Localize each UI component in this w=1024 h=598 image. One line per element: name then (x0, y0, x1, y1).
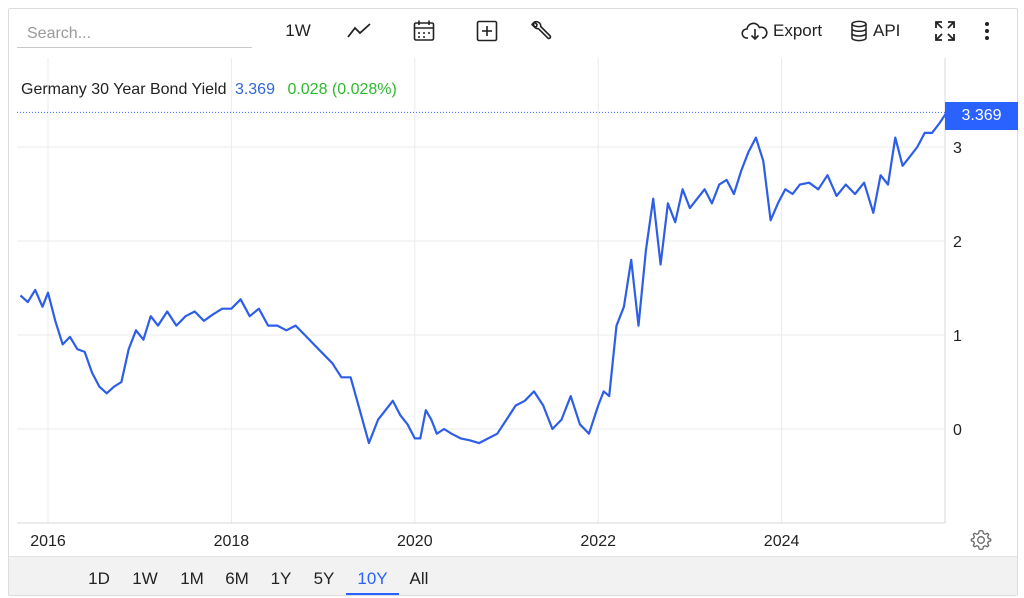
range-button-all[interactable]: All (409, 569, 429, 588)
range-button-1d[interactable]: 1D (88, 569, 110, 588)
range-button-1w[interactable]: 1W (132, 569, 158, 588)
interval-label: 1W (285, 21, 311, 40)
cloud-download-icon (741, 22, 768, 41)
settings-tools-button[interactable] (526, 16, 556, 46)
more-vertical-icon (985, 22, 989, 40)
y-tick-label: 0 (953, 422, 962, 439)
more-options-button[interactable] (976, 16, 998, 46)
compare-button[interactable] (472, 16, 502, 46)
chart-settings-button[interactable] (968, 527, 994, 553)
wrench-icon (531, 20, 552, 40)
chart-widget-frame (8, 8, 1018, 596)
gear-icon (970, 530, 992, 550)
line-chart-icon (347, 23, 371, 38)
x-tick-label: 2024 (764, 533, 800, 550)
database-icon (851, 20, 867, 42)
toolbar: 1W Export (0, 0, 1024, 58)
export-button[interactable]: Export (741, 16, 829, 46)
series-line-germany-30y (19, 111, 948, 445)
search-input[interactable] (17, 20, 252, 48)
fullscreen-button[interactable] (931, 16, 959, 46)
legend-series-name: Germany 30 Year Bond Yield (21, 81, 227, 98)
interval-button[interactable]: 1W (280, 16, 316, 46)
fullscreen-icon (935, 21, 955, 41)
range-button-6m[interactable]: 6M (225, 569, 249, 588)
range-button-1m[interactable]: 1M (180, 569, 204, 588)
y-tick-label: 1 (953, 328, 962, 345)
chart-type-button[interactable] (343, 16, 375, 46)
chart-legend: Germany 30 Year Bond Yield 3.369 0.028 (… (21, 81, 397, 99)
range-button-10y[interactable]: 10Y (346, 557, 399, 595)
range-selector-bar: 1D 1W 1M 6M 1Y 5Y 10Y All (9, 556, 1017, 595)
range-button-1y[interactable]: 1Y (270, 569, 292, 588)
legend-change: 0.028 (0.028%) (287, 81, 397, 98)
date-range-button[interactable] (409, 16, 439, 46)
grid-layer (17, 58, 945, 523)
y-tick-label: 3 (953, 140, 962, 157)
export-label: Export (773, 21, 823, 40)
plus-box-icon (476, 20, 498, 42)
x-tick-label: 2018 (214, 533, 250, 550)
api-button[interactable]: API (850, 16, 906, 46)
last-price-tag: 3.369 (945, 102, 1018, 130)
x-tick-label: 2016 (30, 533, 66, 550)
axis-layer: 0 1 2 3 2016 2018 2020 2022 2024 (17, 58, 962, 550)
calendar-icon (413, 20, 435, 41)
api-label: API (873, 21, 901, 40)
x-tick-label: 2020 (397, 533, 433, 550)
legend-last-value: 3.369 (234, 81, 275, 98)
x-tick-label: 2022 (580, 533, 616, 550)
y-tick-label: 2 (953, 234, 962, 251)
range-button-5y[interactable]: 5Y (313, 569, 335, 588)
